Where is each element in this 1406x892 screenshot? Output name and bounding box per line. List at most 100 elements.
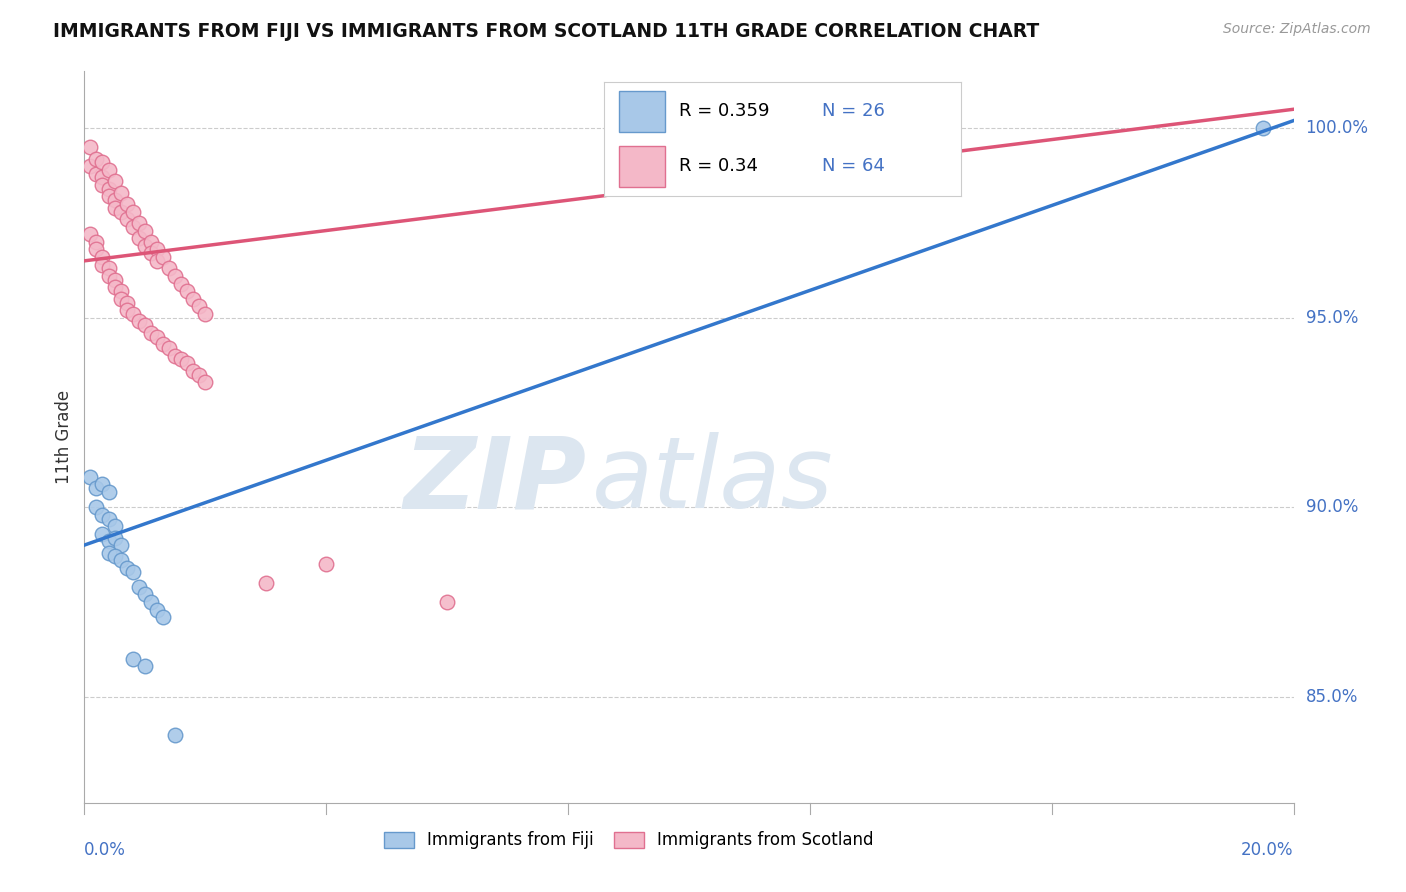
Point: [194, 307, 217, 321]
Point: [121, 652, 143, 666]
Point: [115, 303, 138, 318]
Point: [165, 349, 187, 363]
Point: [157, 261, 180, 276]
Point: [110, 553, 132, 567]
Point: [121, 307, 143, 321]
Point: [104, 201, 127, 215]
Point: [97, 485, 120, 500]
Point: [86, 243, 108, 257]
Point: [134, 223, 156, 237]
Point: [104, 519, 127, 533]
Point: [91, 526, 114, 541]
Point: [104, 280, 127, 294]
Legend: Immigrants from Fiji, Immigrants from Scotland: Immigrants from Fiji, Immigrants from Sc…: [384, 831, 873, 849]
Point: [91, 170, 114, 185]
Point: [86, 500, 108, 515]
Point: [79, 159, 101, 173]
Point: [91, 508, 114, 522]
Point: [97, 268, 120, 283]
Point: [170, 277, 193, 291]
Point: [128, 216, 150, 230]
Point: [121, 204, 143, 219]
Point: [97, 546, 120, 560]
Point: [97, 511, 120, 525]
Point: [139, 235, 162, 249]
Point: [139, 246, 162, 260]
Point: [128, 314, 150, 328]
Point: [91, 250, 114, 264]
Point: [91, 477, 114, 491]
Text: 100.0%: 100.0%: [1306, 120, 1368, 137]
Point: [165, 268, 187, 283]
Point: [315, 557, 337, 571]
Text: 20.0%: 20.0%: [1241, 840, 1294, 859]
Point: [110, 292, 132, 306]
Point: [254, 576, 277, 591]
Point: [152, 610, 174, 624]
Point: [79, 227, 101, 242]
Point: [134, 318, 156, 333]
Point: [97, 261, 120, 276]
Text: 90.0%: 90.0%: [1306, 499, 1358, 516]
Point: [115, 212, 138, 227]
Point: [97, 189, 120, 203]
Point: [181, 364, 204, 378]
Point: [91, 178, 114, 192]
Point: [104, 531, 127, 545]
Point: [188, 368, 211, 382]
Point: [97, 534, 120, 549]
Point: [104, 273, 127, 287]
Point: [110, 538, 132, 552]
Point: [79, 140, 101, 154]
Y-axis label: 11th Grade: 11th Grade: [55, 390, 73, 484]
Point: [86, 167, 108, 181]
Point: [146, 329, 169, 343]
Point: [110, 204, 132, 219]
Point: [165, 728, 187, 742]
Point: [121, 219, 143, 234]
Point: [104, 174, 127, 188]
Point: [176, 284, 198, 298]
Point: [1253, 121, 1275, 136]
Point: [181, 292, 204, 306]
Text: 85.0%: 85.0%: [1306, 688, 1358, 706]
Point: [194, 375, 217, 389]
Point: [115, 561, 138, 575]
Point: [110, 186, 132, 200]
Point: [134, 659, 156, 673]
Point: [152, 250, 174, 264]
Point: [146, 243, 169, 257]
Point: [104, 549, 127, 564]
Point: [188, 299, 211, 313]
Point: [157, 341, 180, 355]
Point: [128, 580, 150, 594]
Point: [115, 197, 138, 211]
Point: [110, 284, 132, 298]
Point: [139, 326, 162, 340]
Text: Source: ZipAtlas.com: Source: ZipAtlas.com: [1223, 22, 1371, 37]
Point: [170, 352, 193, 367]
Text: atlas: atlas: [592, 433, 834, 530]
Point: [134, 238, 156, 252]
Text: ZIP: ZIP: [404, 433, 586, 530]
Point: [134, 587, 156, 601]
Point: [86, 235, 108, 249]
Point: [115, 295, 138, 310]
Text: IMMIGRANTS FROM FIJI VS IMMIGRANTS FROM SCOTLAND 11TH GRADE CORRELATION CHART: IMMIGRANTS FROM FIJI VS IMMIGRANTS FROM …: [53, 22, 1039, 41]
Point: [146, 253, 169, 268]
Point: [79, 470, 101, 484]
Point: [97, 182, 120, 196]
Point: [91, 258, 114, 272]
Point: [152, 337, 174, 351]
Point: [91, 155, 114, 169]
Point: [139, 595, 162, 609]
Point: [146, 602, 169, 616]
Point: [176, 356, 198, 370]
Text: 95.0%: 95.0%: [1306, 309, 1358, 326]
Point: [121, 565, 143, 579]
Point: [97, 162, 120, 177]
Point: [86, 481, 108, 495]
Text: 0.0%: 0.0%: [84, 840, 127, 859]
Point: [86, 152, 108, 166]
Point: [128, 231, 150, 245]
